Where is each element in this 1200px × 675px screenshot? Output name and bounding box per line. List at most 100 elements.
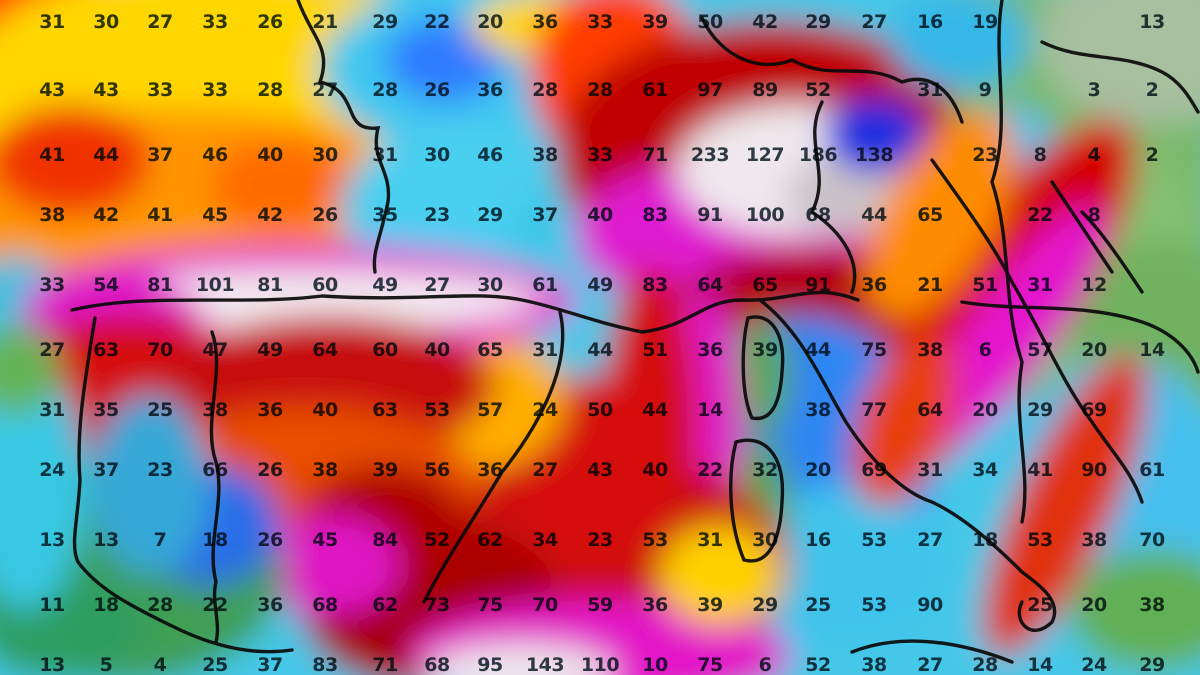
grid-value: 26 [424, 79, 450, 101]
grid-value: 22 [697, 459, 723, 481]
grid-value: 41 [1027, 459, 1053, 481]
grid-value: 81 [147, 274, 173, 296]
grid-value: 36 [697, 339, 723, 361]
grid-value: 29 [1139, 654, 1165, 675]
grid-value: 37 [532, 204, 558, 226]
grid-value: 53 [424, 399, 450, 421]
grid-value: 21 [917, 274, 943, 296]
map-shading-shape [0, 105, 150, 215]
grid-value: 41 [39, 144, 65, 166]
grid-value: 52 [805, 654, 831, 675]
grid-value: 19 [972, 11, 998, 33]
grid-value: 29 [805, 11, 831, 33]
grid-value: 57 [1027, 339, 1053, 361]
grid-value: 57 [477, 399, 503, 421]
grid-value: 25 [202, 654, 228, 675]
grid-value: 20 [1081, 339, 1107, 361]
grid-value: 50 [587, 399, 613, 421]
grid-value: 2 [1145, 144, 1159, 166]
grid-value: 65 [477, 339, 503, 361]
grid-value: 53 [861, 529, 887, 551]
map-shading-shape [385, 18, 505, 102]
map-shading-shape [0, 325, 60, 415]
coastline-borders [70, 0, 1200, 664]
grid-value: 60 [372, 339, 398, 361]
grid-value: 69 [1081, 399, 1107, 421]
grid-value: 2 [1145, 79, 1159, 101]
grid-value: 44 [861, 204, 887, 226]
grid-value: 47 [202, 339, 228, 361]
grid-value: 30 [93, 11, 119, 33]
grid-value: 37 [147, 144, 173, 166]
grid-value: 83 [312, 654, 338, 675]
coastline-sardinia [729, 438, 785, 563]
map-shading-shape [210, 140, 350, 230]
grid-value: 29 [1027, 399, 1053, 421]
grid-value: 26 [312, 204, 338, 226]
grid-value: 16 [917, 11, 943, 33]
grid-value: 70 [532, 594, 558, 616]
grid-value: 61 [642, 79, 668, 101]
grid-value: 39 [697, 594, 723, 616]
grid-value: 49 [587, 274, 613, 296]
grid-value: 65 [752, 274, 778, 296]
grid-value: 12 [1081, 274, 1107, 296]
border-balkans-vertical [990, 0, 1027, 524]
grid-value: 20 [1081, 594, 1107, 616]
map-shading-shape [823, 97, 927, 173]
grid-value: 64 [917, 399, 943, 421]
grid-value: 83 [642, 274, 668, 296]
coastline-iberia-west-south [72, 316, 294, 654]
grid-value: 35 [93, 399, 119, 421]
grid-value: 77 [861, 399, 887, 421]
grid-value: 38 [861, 654, 887, 675]
grid-value: 40 [312, 399, 338, 421]
grid-value: 70 [147, 339, 173, 361]
grid-value: 33 [39, 274, 65, 296]
border-alps-1 [700, 16, 964, 124]
grid-value: 54 [93, 274, 119, 296]
grid-value: 38 [312, 459, 338, 481]
grid-value: 10 [642, 654, 668, 675]
grid-value: 5 [99, 654, 113, 675]
grid-value: 70 [1139, 529, 1165, 551]
grid-value: 18 [202, 529, 228, 551]
grid-value: 90 [1081, 459, 1107, 481]
border-balkans-horizontal [960, 300, 1200, 374]
grid-value: 66 [202, 459, 228, 481]
grid-value: 71 [642, 144, 668, 166]
grid-value: 46 [202, 144, 228, 166]
grid-value: 45 [202, 204, 228, 226]
map-shading-shape [1070, 550, 1200, 670]
grid-value: 44 [93, 144, 119, 166]
grid-value: 13 [1139, 11, 1165, 33]
grid-value: 95 [477, 654, 503, 675]
grid-value: 100 [745, 204, 785, 226]
grid-value: 31 [39, 11, 65, 33]
grid-value: 45 [312, 529, 338, 551]
grid-value: 68 [312, 594, 338, 616]
grid-value: 13 [93, 529, 119, 551]
grid-value: 20 [477, 11, 503, 33]
grid-value: 52 [424, 529, 450, 551]
grid-value: 81 [257, 274, 283, 296]
grid-value: 60 [312, 274, 338, 296]
grid-value: 39 [642, 11, 668, 33]
grid-value: 75 [861, 339, 887, 361]
grid-value: 53 [861, 594, 887, 616]
grid-value: 75 [477, 594, 503, 616]
grid-value: 31 [917, 79, 943, 101]
grid-value: 36 [257, 594, 283, 616]
grid-value: 44 [642, 399, 668, 421]
map-shading-shape [0, 360, 85, 610]
grid-value: 51 [642, 339, 668, 361]
grid-value: 6 [978, 339, 992, 361]
grid-value: 36 [477, 459, 503, 481]
grid-value: 29 [372, 11, 398, 33]
grid-value: 83 [642, 204, 668, 226]
grid-value: 27 [39, 339, 65, 361]
map-shading-shape [982, 354, 1148, 656]
grid-value: 38 [1081, 529, 1107, 551]
coastline-spain-east [422, 310, 565, 604]
